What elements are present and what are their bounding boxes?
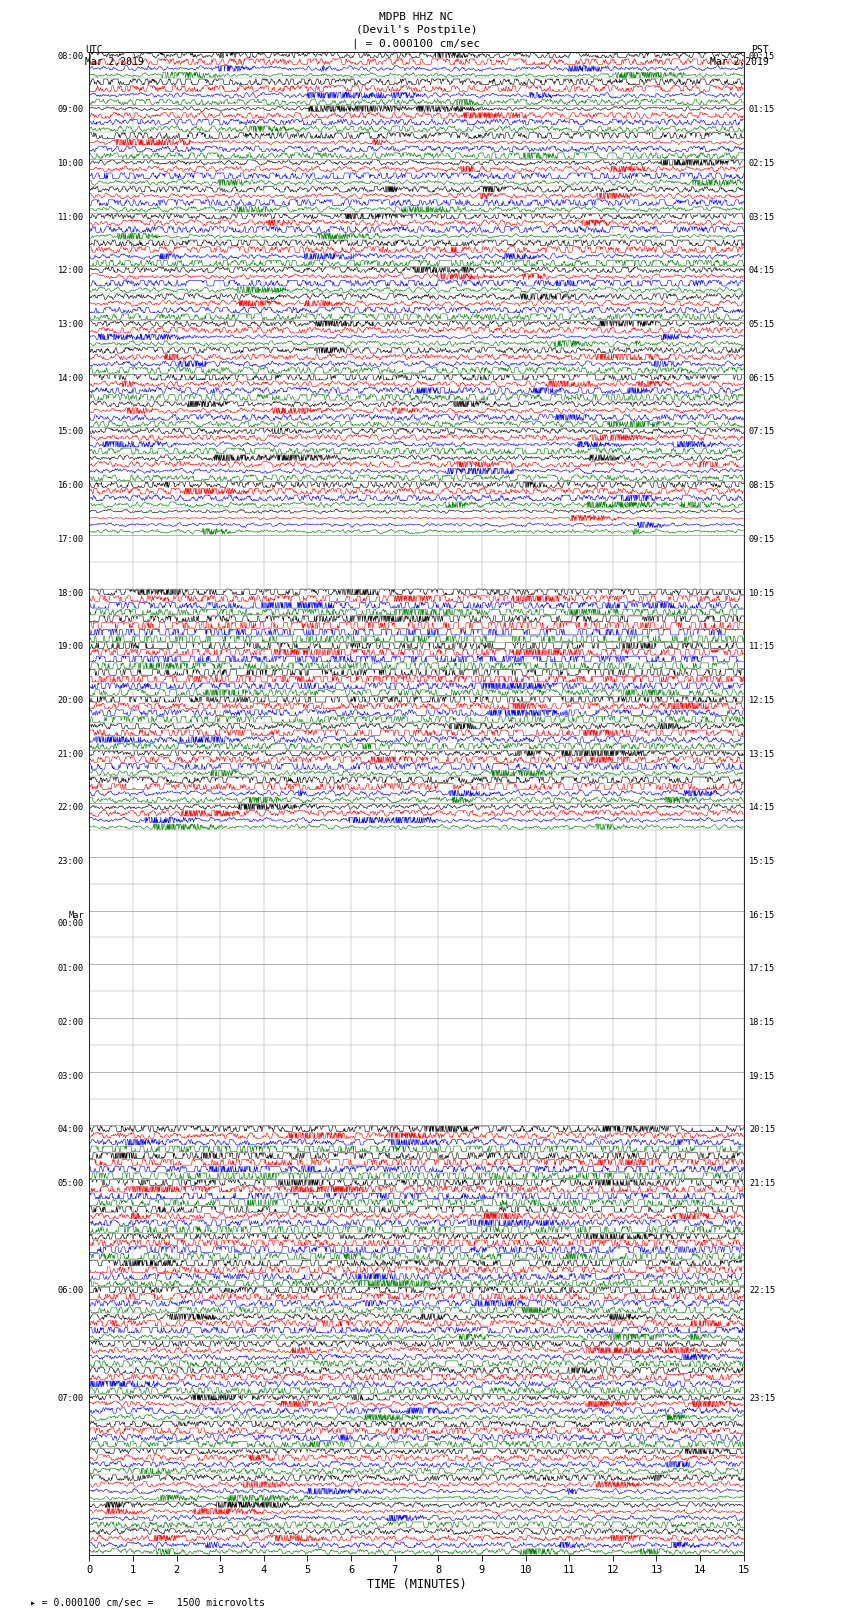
- Text: 05:15: 05:15: [749, 319, 775, 329]
- Text: 12:00: 12:00: [58, 266, 84, 276]
- Text: Mar
00:00: Mar 00:00: [58, 911, 84, 927]
- Text: 21:00: 21:00: [58, 750, 84, 758]
- Text: 22:00: 22:00: [58, 803, 84, 813]
- Text: 16:15: 16:15: [749, 911, 775, 919]
- Text: 16:00: 16:00: [58, 481, 84, 490]
- Text: 06:15: 06:15: [749, 374, 775, 382]
- Text: 11:15: 11:15: [749, 642, 775, 652]
- Text: 04:15: 04:15: [749, 266, 775, 276]
- Text: 14:15: 14:15: [749, 803, 775, 813]
- Text: 11:00: 11:00: [58, 213, 84, 221]
- Text: 17:00: 17:00: [58, 536, 84, 544]
- Text: 15:00: 15:00: [58, 427, 84, 437]
- Text: 07:00: 07:00: [58, 1394, 84, 1403]
- Text: ▸ = 0.000100 cm/sec =    1500 microvolts: ▸ = 0.000100 cm/sec = 1500 microvolts: [30, 1598, 264, 1608]
- Text: 17:15: 17:15: [749, 965, 775, 973]
- Text: 23:15: 23:15: [749, 1394, 775, 1403]
- Text: PST
Mar 2,2019: PST Mar 2,2019: [711, 45, 769, 66]
- Text: 18:00: 18:00: [58, 589, 84, 597]
- Text: 13:00: 13:00: [58, 319, 84, 329]
- Text: 22:15: 22:15: [749, 1287, 775, 1295]
- Text: 07:15: 07:15: [749, 427, 775, 437]
- Text: 04:00: 04:00: [58, 1126, 84, 1134]
- Text: 10:00: 10:00: [58, 160, 84, 168]
- Text: 09:00: 09:00: [58, 105, 84, 115]
- Text: 10:15: 10:15: [749, 589, 775, 597]
- Text: 06:00: 06:00: [58, 1287, 84, 1295]
- Text: 19:15: 19:15: [749, 1071, 775, 1081]
- Text: 20:15: 20:15: [749, 1126, 775, 1134]
- Text: 15:15: 15:15: [749, 857, 775, 866]
- Text: 05:00: 05:00: [58, 1179, 84, 1189]
- Text: 03:15: 03:15: [749, 213, 775, 221]
- Text: 23:00: 23:00: [58, 857, 84, 866]
- Text: 19:00: 19:00: [58, 642, 84, 652]
- Text: 01:00: 01:00: [58, 965, 84, 973]
- X-axis label: TIME (MINUTES): TIME (MINUTES): [366, 1578, 467, 1590]
- Text: 12:15: 12:15: [749, 695, 775, 705]
- Text: 08:00: 08:00: [58, 52, 84, 61]
- Text: 08:15: 08:15: [749, 481, 775, 490]
- Text: 14:00: 14:00: [58, 374, 84, 382]
- Text: 02:00: 02:00: [58, 1018, 84, 1027]
- Text: 21:15: 21:15: [749, 1179, 775, 1189]
- Text: 00:15: 00:15: [749, 52, 775, 61]
- Title: MDPB HHZ NC
(Devil's Postpile)
| = 0.000100 cm/sec: MDPB HHZ NC (Devil's Postpile) | = 0.000…: [353, 11, 480, 48]
- Text: 03:00: 03:00: [58, 1071, 84, 1081]
- Text: UTC
Mar 2,2019: UTC Mar 2,2019: [85, 45, 144, 66]
- Text: 20:00: 20:00: [58, 695, 84, 705]
- Text: 13:15: 13:15: [749, 750, 775, 758]
- Text: 01:15: 01:15: [749, 105, 775, 115]
- Text: 09:15: 09:15: [749, 536, 775, 544]
- Text: 02:15: 02:15: [749, 160, 775, 168]
- Text: 18:15: 18:15: [749, 1018, 775, 1027]
